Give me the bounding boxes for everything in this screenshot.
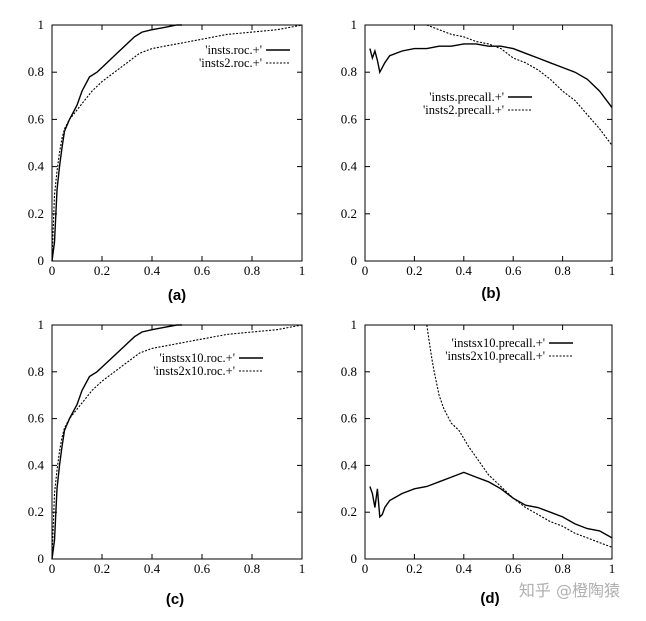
x-tick-label: 0.8	[554, 561, 570, 576]
x-tick-label: 0.4	[144, 263, 161, 278]
legend-label: 'insts2x10.roc.+'	[153, 364, 235, 378]
y-tick-label: 1	[38, 17, 45, 32]
x-tick-label: 0.4	[144, 561, 161, 576]
y-tick-label: 0.6	[341, 111, 358, 126]
x-tick-label: 0.6	[505, 263, 522, 278]
y-tick-label: 0	[351, 551, 358, 566]
legend-label: 'instsx10.precall.+'	[452, 336, 545, 350]
legend-label: 'insts2x10.precall.+'	[445, 349, 545, 363]
y-tick-label: 0.8	[28, 64, 44, 79]
y-tick-label: 0.2	[341, 504, 357, 519]
series-line-1	[51, 324, 182, 560]
plot-frame	[51, 24, 303, 262]
x-tick-label: 0.8	[244, 561, 260, 576]
series-line-2	[51, 24, 303, 262]
y-tick-label: 1	[351, 317, 358, 332]
y-tick-label: 0.6	[341, 411, 358, 426]
x-tick-label: 0.8	[554, 263, 570, 278]
legend-label: 'insts.roc.+'	[205, 43, 262, 57]
y-tick-label: 0.8	[341, 64, 357, 79]
y-tick-label: 0	[38, 253, 45, 268]
plot-frame	[364, 24, 613, 262]
series-line-1	[51, 24, 182, 262]
y-tick-label: 0.4	[341, 457, 358, 472]
x-tick-label: 0	[362, 263, 369, 278]
x-tick-label: 0	[362, 561, 369, 576]
x-tick-label: 0.2	[94, 561, 110, 576]
x-tick-label: 0.2	[406, 561, 422, 576]
y-tick-label: 0.2	[28, 504, 44, 519]
x-tick-label: 0.4	[456, 263, 473, 278]
y-tick-label: 0.2	[28, 206, 44, 221]
legend-label: 'instsx10.roc.+'	[160, 351, 235, 365]
y-tick-label: 1	[351, 17, 358, 32]
series-line-1	[369, 43, 613, 109]
x-tick-label: 0.2	[406, 263, 422, 278]
series-line-2	[51, 324, 303, 560]
panel-label: (c)	[166, 591, 184, 608]
panel-label: (b)	[481, 285, 500, 302]
x-tick-label: 0.4	[456, 561, 473, 576]
x-tick-label: 0.8	[244, 263, 260, 278]
y-tick-label: 0	[351, 253, 358, 268]
chart-panel-2: 0 0.2 0.4 0.6 0.8 1 0 0.2 0.4 0.6 0.8 1 'insts.preca…	[341, 17, 616, 302]
watermark-text: 知乎 @橙陶猿	[519, 581, 620, 600]
series-line-2	[426, 24, 613, 146]
legend-label: 'insts2.precall.+'	[423, 103, 504, 117]
x-tick-label: 1	[299, 561, 306, 576]
x-tick-label: 0.6	[194, 263, 211, 278]
y-tick-label: 0	[38, 551, 45, 566]
x-tick-label: 1	[609, 561, 616, 576]
plot-frame	[364, 324, 613, 560]
series-line-2	[426, 324, 613, 548]
y-tick-label: 0.2	[341, 206, 357, 221]
legend-label: 'insts.precall.+'	[429, 90, 504, 104]
y-tick-label: 0.4	[28, 159, 45, 174]
chart-panel-4: 0 0.2 0.4 0.6 0.8 1 0 0.2 0.4 0.6 0.8 1 'instsx10.pr…	[341, 317, 616, 607]
x-tick-label: 0	[49, 561, 56, 576]
x-tick-label: 0.6	[194, 561, 211, 576]
y-tick-label: 0.8	[341, 364, 357, 379]
y-tick-label: 0.8	[28, 364, 44, 379]
x-tick-label: 1	[299, 263, 306, 278]
panel-label: (a)	[168, 287, 186, 304]
series-line-1	[369, 471, 613, 539]
panel-label: (d)	[480, 590, 499, 607]
x-tick-label: 0.2	[94, 263, 110, 278]
y-tick-label: 0.4	[341, 159, 358, 174]
x-tick-label: 0.6	[505, 561, 522, 576]
y-tick-label: 0.6	[28, 111, 45, 126]
x-tick-label: 1	[609, 263, 616, 278]
chart-panel-1: 0 0.2 0.4 0.6 0.8 1 0 0.2 0.4 0.6 0.8 1 'insts.roc.+…	[28, 17, 306, 304]
y-tick-label: 0.6	[28, 411, 45, 426]
x-tick-label: 0	[49, 263, 56, 278]
chart-panel-3: 0 0.2 0.4 0.6 0.8 1 0 0.2 0.4 0.6 0.8 1 'instsx10.ro…	[28, 317, 306, 608]
y-tick-label: 1	[38, 317, 45, 332]
legend-label: 'insts2.roc.+'	[199, 56, 262, 70]
y-tick-label: 0.4	[28, 457, 45, 472]
